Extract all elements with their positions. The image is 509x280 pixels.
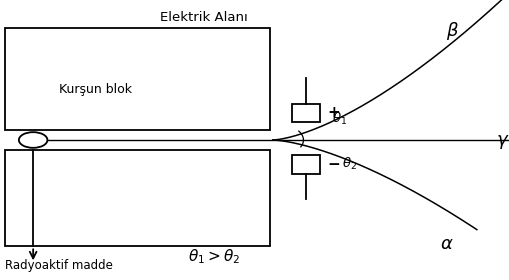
Bar [291,104,320,122]
Text: $\theta_2$: $\theta_2$ [341,156,356,172]
Text: Kurşun blok: Kurşun blok [59,83,131,96]
Text: Elektrik Alanı: Elektrik Alanı [160,11,247,24]
Bar [5,28,270,130]
Text: β: β [445,22,456,40]
Text: $\theta_1 > \theta_2$: $\theta_1 > \theta_2$ [188,247,240,266]
Circle shape [19,132,47,148]
Bar [5,150,270,246]
Text: γ: γ [496,131,506,149]
Text: α: α [439,235,451,253]
Text: −: − [327,157,340,172]
Text: Radyoaktif madde: Radyoaktif madde [5,259,113,272]
Text: +: + [327,105,340,120]
Text: $\theta_1$: $\theta_1$ [331,111,346,127]
Bar [291,155,320,174]
